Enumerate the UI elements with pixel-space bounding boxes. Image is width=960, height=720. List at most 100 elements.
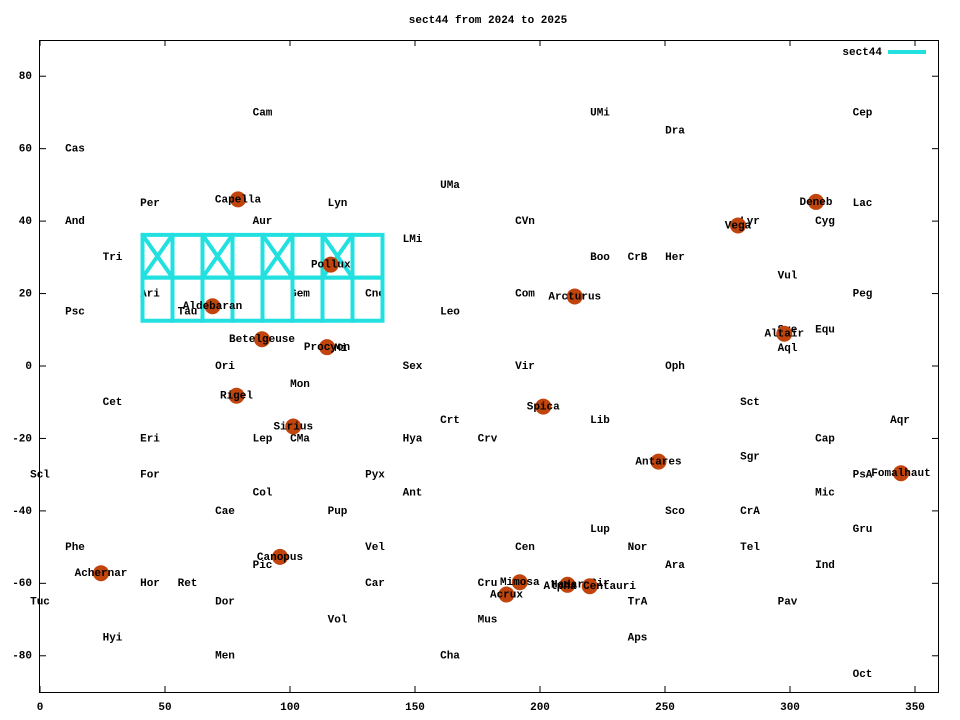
star-label: Alpha Centauri <box>544 581 637 593</box>
constellation-label: Men <box>215 651 235 663</box>
cell-cross <box>260 233 295 279</box>
star-label: Spica <box>527 401 560 413</box>
constellation-label: Sgr <box>740 451 760 463</box>
constellation-label: Pyx <box>365 470 385 482</box>
star-label: Aldebaran <box>183 301 242 313</box>
constellation-label: Pup <box>328 506 348 518</box>
y-tick-label: 0 <box>25 361 32 373</box>
constellation-label: Mic <box>815 488 835 500</box>
y-tick-label: 60 <box>19 144 32 156</box>
constellation-label: Sex <box>403 361 423 373</box>
y-tick-label: -60 <box>12 578 32 590</box>
y-tick-label: 20 <box>19 288 32 300</box>
constellation-label: And <box>65 216 85 228</box>
constellation-label: Equ <box>815 325 835 337</box>
constellation-label: Cep <box>853 107 873 119</box>
star <box>204 298 221 315</box>
constellation-label: LMi <box>403 234 423 246</box>
plot-border <box>39 40 939 693</box>
star-label: Deneb <box>799 197 832 209</box>
constellation-label: Ind <box>815 560 835 572</box>
constellation-label: Vul <box>778 270 798 282</box>
sector-cell <box>200 275 235 323</box>
star-label: Procyon <box>304 342 350 354</box>
constellation-label: Cam <box>253 107 273 119</box>
constellation-label: Sct <box>740 397 760 409</box>
constellation-label: Vel <box>365 542 385 554</box>
x-tick-label: 300 <box>780 702 800 714</box>
star-label: Sirius <box>273 421 313 433</box>
constellation-label: Oct <box>853 669 873 681</box>
constellation-label: Aqr <box>890 415 910 427</box>
star <box>511 574 528 591</box>
constellation-label: Hor <box>140 578 160 590</box>
sector-cell <box>350 232 385 280</box>
star <box>322 256 339 273</box>
star <box>498 586 515 603</box>
x-tick-label: 0 <box>37 702 44 714</box>
constellation-label: Lep <box>253 433 273 445</box>
constellation-label: Gru <box>853 524 873 536</box>
constellation-label: Her <box>665 252 685 264</box>
constellation-label: Tau <box>178 307 198 319</box>
constellation-label: Cen <box>515 542 535 554</box>
constellation-label: Vir <box>515 361 535 373</box>
star <box>808 193 824 210</box>
star <box>559 576 576 593</box>
constellation-label: Pav <box>778 596 798 608</box>
star <box>285 418 302 435</box>
constellation-label: Aql <box>778 343 798 355</box>
constellation-label: Cap <box>815 433 835 445</box>
constellation-label: Crv <box>478 433 498 445</box>
star <box>535 398 552 415</box>
constellation-label: Cnc <box>365 288 385 300</box>
constellation-label: Ara <box>665 560 685 572</box>
chart-title: sect44 from 2024 to 2025 <box>409 15 568 27</box>
constellation-label: Car <box>365 578 385 590</box>
star-label: Antares <box>635 457 681 469</box>
star-label: Canopus <box>257 552 303 564</box>
x-tick-label: 250 <box>655 702 675 714</box>
constellation-label: Boo <box>590 252 610 264</box>
star <box>228 387 245 404</box>
constellation-label: Cru <box>478 578 498 590</box>
y-tick-label: -80 <box>12 651 32 663</box>
star-label: Acrux <box>490 589 523 601</box>
constellation-label: Hyi <box>103 633 123 645</box>
star <box>893 465 909 482</box>
constellation-label: Lyn <box>328 198 348 210</box>
y-tick-label: -20 <box>12 433 32 445</box>
constellation-label: Tri <box>103 252 123 264</box>
constellation-label: CMa <box>290 433 310 445</box>
sector-cell <box>230 232 265 280</box>
constellation-label: Cet <box>103 397 123 409</box>
star <box>272 548 288 565</box>
star <box>93 565 109 582</box>
star <box>581 578 598 595</box>
star <box>730 217 746 234</box>
constellation-label: Leo <box>440 307 460 319</box>
sector-cell <box>260 275 295 323</box>
constellation-label: Lup <box>590 524 610 536</box>
x-tick-label: 200 <box>530 702 550 714</box>
constellation-label: UMi <box>590 107 610 119</box>
constellation-label: Mus <box>478 614 498 626</box>
star-label: Fomalhaut <box>871 468 930 480</box>
constellation-label: Hya <box>403 433 423 445</box>
x-tick-label: 150 <box>405 702 425 714</box>
constellation-label: Tel <box>740 542 760 554</box>
x-tick-label: 350 <box>905 702 925 714</box>
star-label: Rigel <box>220 391 253 403</box>
star-label: Capella <box>215 194 262 206</box>
star <box>650 453 667 470</box>
star <box>230 191 246 208</box>
constellation-label: Dra <box>665 125 685 137</box>
constellation-label: UMa <box>440 180 460 192</box>
constellation-label: Aps <box>628 633 648 645</box>
constellation-label: Pic <box>253 560 273 572</box>
constellation-label: Scl <box>30 470 50 482</box>
constellation-label: Aur <box>253 216 273 228</box>
constellation-label: Ret <box>178 578 198 590</box>
star-label: Mimosa <box>500 577 540 589</box>
